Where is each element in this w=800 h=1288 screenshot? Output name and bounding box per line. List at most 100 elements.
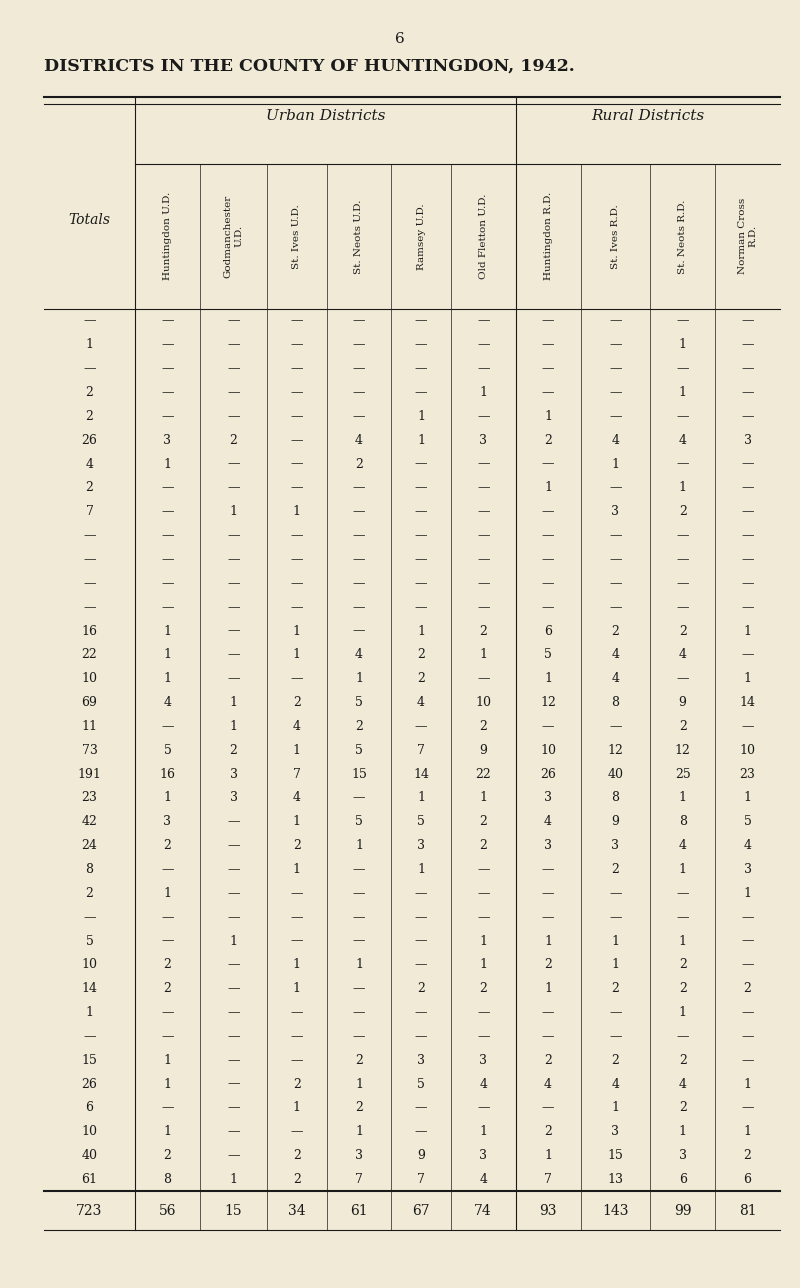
Text: 5: 5	[86, 935, 94, 948]
Text: —: —	[162, 386, 174, 399]
Text: —: —	[227, 863, 240, 876]
Text: —: —	[353, 529, 366, 542]
Text: 2: 2	[293, 696, 301, 710]
Text: 1: 1	[355, 1126, 363, 1139]
Text: 2: 2	[744, 983, 751, 996]
Text: 1: 1	[678, 791, 686, 805]
Text: 1: 1	[544, 672, 552, 685]
Text: 2: 2	[479, 815, 487, 828]
Text: 34: 34	[288, 1204, 306, 1217]
Text: Rural Districts: Rural Districts	[591, 109, 705, 122]
Text: —: —	[677, 887, 689, 900]
Text: 8: 8	[678, 815, 686, 828]
Text: Norman Cross
R.D.: Norman Cross R.D.	[738, 198, 758, 274]
Text: —: —	[290, 672, 303, 685]
Text: —: —	[227, 600, 240, 613]
Text: 12: 12	[607, 743, 623, 757]
Text: —: —	[542, 577, 554, 590]
Text: 2: 2	[293, 1078, 301, 1091]
Text: 10: 10	[540, 743, 556, 757]
Text: 3: 3	[163, 815, 171, 828]
Text: 1: 1	[544, 1149, 552, 1162]
Text: —: —	[83, 600, 96, 613]
Text: —: —	[415, 482, 427, 495]
Text: —: —	[227, 625, 240, 638]
Text: 2: 2	[355, 1054, 363, 1066]
Text: —: —	[609, 911, 622, 923]
Text: 8: 8	[611, 696, 619, 710]
Text: 2: 2	[479, 983, 487, 996]
Text: 4: 4	[293, 791, 301, 805]
Text: 4: 4	[611, 1078, 619, 1091]
Text: —: —	[542, 600, 554, 613]
Text: —: —	[477, 362, 490, 375]
Text: —: —	[677, 577, 689, 590]
Text: 2: 2	[611, 983, 619, 996]
Text: 4: 4	[544, 1078, 552, 1091]
Text: —: —	[542, 1030, 554, 1043]
Text: —: —	[290, 553, 303, 565]
Text: —: —	[742, 505, 754, 518]
Text: 2: 2	[417, 672, 425, 685]
Text: —: —	[415, 339, 427, 352]
Text: —: —	[353, 482, 366, 495]
Text: 61: 61	[82, 1173, 98, 1186]
Text: 5: 5	[417, 815, 425, 828]
Text: 3: 3	[544, 791, 552, 805]
Text: —: —	[415, 1006, 427, 1019]
Text: —: —	[609, 482, 622, 495]
Text: —: —	[477, 672, 490, 685]
Text: 3: 3	[417, 1054, 425, 1066]
Text: —: —	[227, 386, 240, 399]
Text: 9: 9	[611, 815, 619, 828]
Text: St. Ives U.D.: St. Ives U.D.	[292, 204, 302, 269]
Text: —: —	[477, 529, 490, 542]
Text: —: —	[415, 457, 427, 470]
Text: 1: 1	[678, 386, 686, 399]
Text: 6: 6	[544, 625, 552, 638]
Text: —: —	[477, 314, 490, 327]
Text: —: —	[162, 482, 174, 495]
Text: —: —	[162, 720, 174, 733]
Text: 10: 10	[82, 1126, 98, 1139]
Text: —: —	[162, 911, 174, 923]
Text: 4: 4	[678, 434, 686, 447]
Text: —: —	[290, 1006, 303, 1019]
Text: 2: 2	[678, 720, 686, 733]
Text: —: —	[83, 1030, 96, 1043]
Text: —: —	[542, 553, 554, 565]
Text: Ramsey U.D.: Ramsey U.D.	[417, 204, 426, 269]
Text: 3: 3	[355, 1149, 363, 1162]
Text: 1: 1	[417, 863, 425, 876]
Text: 4: 4	[678, 840, 686, 853]
Text: —: —	[415, 386, 427, 399]
Text: —: —	[477, 911, 490, 923]
Text: —: —	[290, 362, 303, 375]
Text: 1: 1	[293, 958, 301, 971]
Text: 3: 3	[479, 1054, 487, 1066]
Text: 2: 2	[611, 1054, 619, 1066]
Text: St. Neots U.D.: St. Neots U.D.	[354, 200, 363, 273]
Text: —: —	[415, 362, 427, 375]
Text: 93: 93	[539, 1204, 557, 1217]
Text: —: —	[677, 410, 689, 422]
Text: 1: 1	[163, 625, 171, 638]
Text: 4: 4	[678, 648, 686, 661]
Text: —: —	[290, 1054, 303, 1066]
Text: —: —	[742, 362, 754, 375]
Text: 40: 40	[607, 768, 623, 781]
Text: —: —	[677, 362, 689, 375]
Text: —: —	[290, 911, 303, 923]
Text: 14: 14	[739, 696, 755, 710]
Text: —: —	[227, 362, 240, 375]
Text: 2: 2	[230, 743, 238, 757]
Text: 723: 723	[76, 1204, 102, 1217]
Text: 1: 1	[743, 672, 751, 685]
Text: —: —	[477, 482, 490, 495]
Text: —: —	[83, 553, 96, 565]
Text: —: —	[290, 482, 303, 495]
Text: 1: 1	[678, 863, 686, 876]
Text: 1: 1	[293, 815, 301, 828]
Text: 1: 1	[86, 339, 94, 352]
Text: —: —	[609, 410, 622, 422]
